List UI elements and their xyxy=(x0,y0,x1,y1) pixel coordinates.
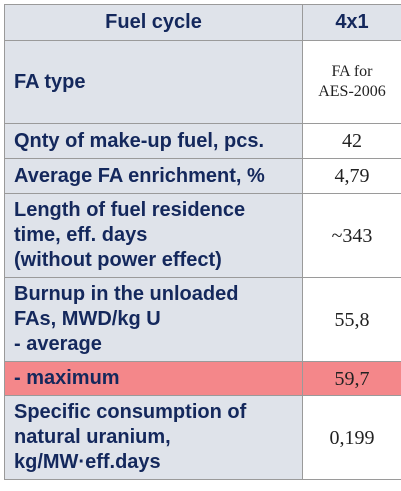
value-line: AES-2006 xyxy=(318,83,386,100)
value-cell: 59,7 xyxy=(302,361,401,396)
value-cell: 42 xyxy=(302,123,401,159)
value-cell: ~343 xyxy=(302,193,401,278)
param-cell: Average FA enrichment, % xyxy=(4,158,303,194)
param-cell: Qnty of make-up fuel, pcs. xyxy=(4,123,303,159)
param-line: Qnty of make-up fuel, pcs. xyxy=(14,129,265,152)
table-row-uranium-consumption: Specific consumption of natural uranium,… xyxy=(4,395,401,480)
table-row-makeup-qnty: Qnty of make-up fuel, pcs. 42 xyxy=(4,123,401,159)
param-cell: Burnup in the unloaded FAs, MWD/kg U - a… xyxy=(4,277,303,362)
table-header-row: Fuel cycle 4x1 xyxy=(4,4,401,41)
param-cell: FA type xyxy=(4,40,303,124)
value-line: 4,79 xyxy=(334,165,370,187)
value-cell: 4,79 xyxy=(302,158,401,194)
value-line: 42 xyxy=(342,130,362,152)
table-row-enrichment: Average FA enrichment, % 4,79 xyxy=(4,158,401,194)
param-line: time, eff. days xyxy=(14,224,148,246)
param-line: - average xyxy=(14,333,102,355)
param-line: Specific consumption of xyxy=(14,401,247,423)
value-cell: 55,8 xyxy=(302,277,401,362)
table-row-burnup-maximum: - maximum 59,7 xyxy=(4,361,401,396)
param-line: natural uranium, xyxy=(14,426,171,448)
header-value-cell: 4x1 xyxy=(302,4,401,41)
header-param-cell: Fuel cycle xyxy=(4,4,303,41)
value-cell: FA for AES-2006 xyxy=(302,40,401,124)
param-line: FA type xyxy=(14,70,86,93)
value-line: 55,8 xyxy=(334,308,370,331)
param-line: - maximum xyxy=(14,367,120,389)
param-line: (without power effect) xyxy=(14,249,222,271)
param-line: Average FA enrichment, % xyxy=(14,164,265,187)
table-row-residence-time: Length of fuel residence time, eff. days… xyxy=(4,193,401,278)
value-line: 0,199 xyxy=(329,426,375,449)
param-line: kg/MW·eff.days xyxy=(14,451,161,473)
table-row-fa-type: FA type FA for AES-2006 xyxy=(4,40,401,124)
param-cell: Length of fuel residence time, eff. days… xyxy=(4,193,303,278)
param-cell: Specific consumption of natural uranium,… xyxy=(4,395,303,480)
fuel-cycle-table-container: Fuel cycle 4x1 FA type FA for AES-2006 Q… xyxy=(4,4,401,480)
param-line: Length of fuel residence xyxy=(14,199,246,221)
table-row-burnup-average: Burnup in the unloaded FAs, MWD/kg U - a… xyxy=(4,277,401,362)
param-line: FAs, MWD/kg U xyxy=(14,308,161,330)
value-line: ~343 xyxy=(331,224,373,247)
param-cell: - maximum xyxy=(4,361,303,396)
value-cell: 0,199 xyxy=(302,395,401,480)
param-line: Burnup in the unloaded xyxy=(14,283,239,305)
fuel-cycle-table: Fuel cycle 4x1 FA type FA for AES-2006 Q… xyxy=(4,4,401,480)
value-line: FA for xyxy=(331,63,373,80)
value-line: 59,7 xyxy=(334,367,370,390)
